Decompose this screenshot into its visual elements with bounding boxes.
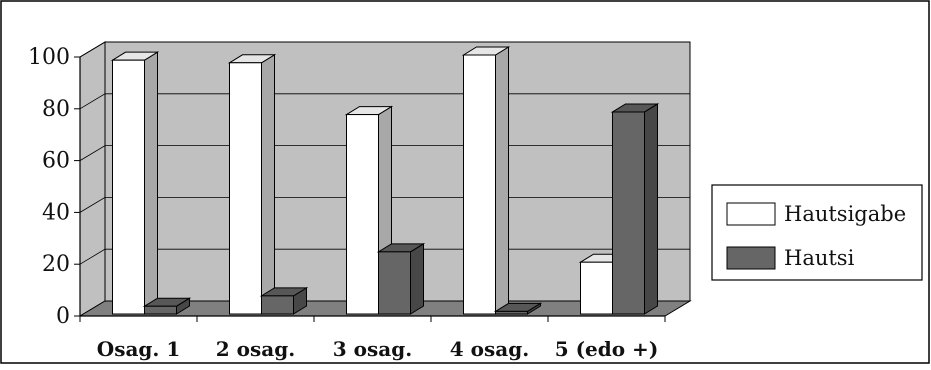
y-tick-label: 100 bbox=[28, 45, 70, 70]
y-tick-label: 60 bbox=[42, 149, 70, 174]
y-tick-label: 20 bbox=[42, 252, 70, 277]
bar-side bbox=[495, 46, 509, 315]
legend-label: Hautsigabe bbox=[784, 202, 906, 226]
bar-front bbox=[580, 261, 613, 315]
bar-front bbox=[144, 305, 177, 315]
x-tick-label: Osag. 1 bbox=[97, 337, 180, 361]
bar bbox=[461, 46, 511, 315]
bar bbox=[142, 297, 192, 315]
bar bbox=[110, 51, 160, 315]
legend-swatch bbox=[726, 246, 776, 270]
bar bbox=[259, 286, 309, 315]
gridline bbox=[79, 41, 690, 58]
bar-front bbox=[612, 111, 645, 315]
x-tick-label: 3 osag. bbox=[333, 337, 412, 361]
x-tick-label: 2 osag. bbox=[216, 337, 295, 361]
bar-front bbox=[378, 251, 411, 315]
bar-front bbox=[495, 310, 528, 315]
bar-front bbox=[346, 114, 379, 315]
bar-side bbox=[261, 53, 275, 315]
y-tick-label: 40 bbox=[42, 200, 70, 225]
y-tick-label: 0 bbox=[56, 304, 70, 329]
bar-front bbox=[112, 59, 145, 315]
bar bbox=[493, 302, 543, 315]
legend-box bbox=[711, 184, 923, 281]
side-wall bbox=[79, 41, 106, 317]
bar bbox=[227, 53, 277, 315]
bar bbox=[344, 105, 394, 315]
x-tick-label: 5 (edo +) bbox=[555, 337, 659, 361]
bar-side bbox=[144, 51, 158, 315]
y-tick-label: 80 bbox=[42, 97, 70, 122]
bar-side bbox=[410, 242, 424, 315]
bar bbox=[610, 103, 660, 315]
bar-front bbox=[261, 295, 294, 315]
bar-front bbox=[463, 54, 496, 315]
legend-label: Hautsi bbox=[784, 246, 855, 270]
bar-side bbox=[644, 103, 658, 315]
bar bbox=[376, 242, 426, 315]
legend: Hautsigabe Hautsi bbox=[711, 184, 923, 281]
bar-front bbox=[229, 62, 262, 315]
x-tick-label: 4 osag. bbox=[450, 337, 529, 361]
legend-swatch bbox=[726, 202, 776, 226]
